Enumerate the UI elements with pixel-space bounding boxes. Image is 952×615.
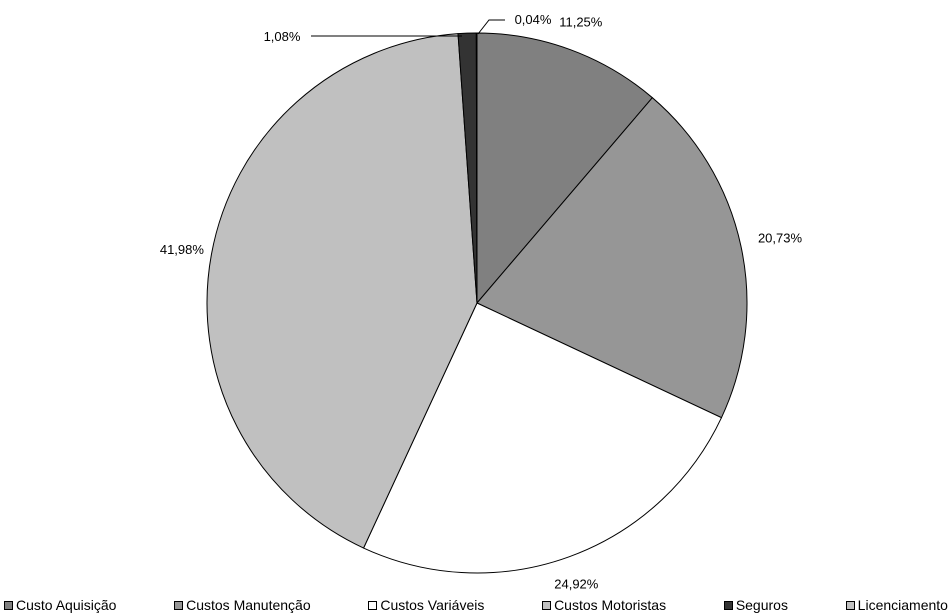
- legend-item-custos-motoristas: Custos Motoristas: [542, 597, 666, 613]
- leader-lines: [311, 19, 505, 37]
- slice-label-custo-aquisicao: 11,25%: [559, 15, 603, 30]
- legend-item-custo-aquisicao: Custo Aquisição: [4, 597, 116, 613]
- pie-slice-custos-variaveis: [362, 302, 723, 574]
- legend-label: Custo Aquisição: [16, 597, 117, 613]
- slice-label-custos-variaveis: 24,92%: [554, 577, 599, 592]
- pie-slice-custo-aquisicao: [476, 32, 654, 305]
- slice-label-custos-manutencao: 20,73%: [758, 231, 803, 246]
- pie-chart-canvas: 11,25% 20,73% 24,92% 41,98% 1,08% 0,04%: [160, 12, 803, 592]
- slice-label-custos-motoristas: 41,98%: [160, 242, 205, 257]
- slice-labels: 11,25% 20,73% 24,92% 41,98% 1,08% 0,04%: [160, 12, 803, 592]
- legend-label: Custos Variáveis: [380, 597, 485, 613]
- slice-label-seguros: 1,08%: [264, 29, 301, 44]
- legend-swatch: [723, 600, 733, 610]
- slice-label-licenciamento: 0,04%: [515, 12, 552, 27]
- chart-legend: Custo Aquisição Custos Manutenção Custos…: [0, 596, 952, 614]
- pie-slices: [206, 32, 748, 574]
- legend-swatch: [174, 600, 184, 610]
- legend-swatch: [4, 600, 13, 610]
- legend-swatch: [542, 600, 552, 610]
- legend-label: Custos Manutenção: [186, 597, 311, 613]
- legend-swatch: [368, 600, 378, 610]
- legend-item-licenciamento: Licenciamento: [845, 597, 948, 613]
- legend-label: Custos Motoristas: [554, 597, 667, 613]
- legend-label: Licenciamento: [857, 597, 948, 613]
- legend-item-custos-variaveis: Custos Variáveis: [368, 597, 484, 613]
- legend-label: Seguros: [735, 597, 788, 613]
- legend-item-seguros: Seguros: [723, 597, 788, 613]
- pie-slice-licenciamento: [475, 32, 478, 304]
- leader-line-licenciamento: [477, 19, 505, 35]
- pie-slice-custos-manutencao: [476, 96, 748, 419]
- legend-swatch: [845, 600, 855, 610]
- legend-item-custos-manutencao: Custos Manutenção: [174, 597, 311, 613]
- pie-slice-custos-motoristas: [206, 33, 478, 549]
